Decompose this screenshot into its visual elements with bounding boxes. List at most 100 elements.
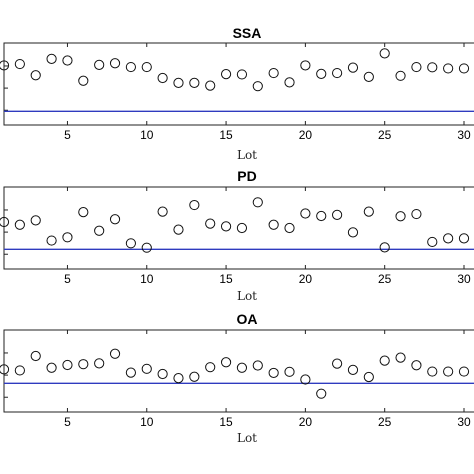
ssa-data-point bbox=[109, 58, 121, 69]
ssa-data-point bbox=[379, 48, 390, 59]
oa-data-point bbox=[252, 360, 263, 371]
oa-data-point bbox=[189, 371, 200, 382]
oa-xtick-label: 5 bbox=[64, 415, 71, 429]
ssa-data-point bbox=[347, 62, 359, 73]
panel-pd-title: PD bbox=[237, 168, 256, 184]
ssa-xtick-label: 30 bbox=[457, 128, 471, 142]
ssa-data-point bbox=[236, 69, 248, 80]
ssa-data-point bbox=[252, 81, 263, 92]
panel-ssa-title: SSA bbox=[233, 25, 262, 41]
pd-data-point bbox=[236, 222, 248, 234]
oa-data-point bbox=[173, 373, 184, 384]
pd-data-point bbox=[46, 235, 57, 246]
oa-data-point bbox=[14, 365, 25, 376]
pd-axes-box bbox=[3, 186, 474, 270]
pd-data-point bbox=[316, 210, 327, 222]
oa-data-point bbox=[125, 367, 136, 378]
oa-data-point bbox=[205, 362, 216, 373]
oa-data-point bbox=[268, 367, 279, 379]
oa-data-point bbox=[443, 366, 454, 377]
ssa-data-point bbox=[220, 69, 232, 80]
ssa-data-point bbox=[268, 67, 279, 79]
ssa-data-point bbox=[458, 63, 470, 74]
oa-xtick-label: 30 bbox=[457, 415, 471, 429]
ssa-xtick-label: 15 bbox=[219, 128, 233, 142]
ssa-data-point bbox=[0, 60, 10, 71]
panel-oa-plot: 5 10 15 20 25 30 bbox=[0, 329, 474, 429]
pd-data-point bbox=[173, 224, 184, 235]
ssa-data-point bbox=[46, 53, 57, 64]
pd-data-point bbox=[347, 227, 359, 238]
ssa-data-point bbox=[300, 60, 311, 71]
ssa-data-point bbox=[94, 59, 105, 70]
pd-data-point bbox=[157, 206, 168, 217]
oa-data-point bbox=[220, 357, 232, 368]
oa-data-point bbox=[157, 368, 168, 380]
oa-data-point bbox=[78, 359, 89, 370]
oa-data-point bbox=[316, 388, 327, 399]
oa-xtick-label: 15 bbox=[219, 415, 233, 429]
ssa-xtick-label: 25 bbox=[378, 128, 392, 142]
ssa-xtick-label: 10 bbox=[140, 128, 154, 142]
pd-data-point bbox=[443, 233, 454, 244]
oa-axes-box bbox=[3, 329, 474, 413]
panel-pd-plot: 5 10 15 20 25 30 bbox=[0, 186, 474, 286]
panel-ssa-xlabel: Lot bbox=[237, 148, 257, 162]
pd-xtick-label: 10 bbox=[140, 272, 154, 286]
ssa-data-point bbox=[78, 75, 89, 86]
oa-data-point bbox=[347, 364, 359, 376]
pd-data-point bbox=[363, 206, 374, 217]
pd-data-point bbox=[220, 221, 232, 232]
panel-oa-xlabel: Lot bbox=[237, 431, 257, 445]
pd-data-point bbox=[332, 209, 343, 220]
ssa-data-point bbox=[62, 55, 73, 66]
oa-data-point bbox=[284, 366, 295, 377]
panel-oa: OA 5 10 15 20 25 30 Lot bbox=[0, 311, 474, 445]
oa-xtick-label: 25 bbox=[378, 415, 392, 429]
panel-ssa: SSA 5 10 15 20 25 30 Lot bbox=[0, 25, 474, 162]
pd-data-point bbox=[30, 215, 41, 226]
oa-data-point bbox=[332, 358, 343, 369]
ssa-data-point bbox=[14, 58, 25, 70]
oa-data-point bbox=[236, 362, 248, 373]
oa-xtick-label: 20 bbox=[299, 415, 313, 429]
oa-data-point bbox=[395, 352, 406, 363]
oa-data-point bbox=[109, 348, 121, 359]
ssa-data-point bbox=[30, 70, 41, 81]
pd-data-point bbox=[284, 222, 295, 234]
ssa-data-point bbox=[316, 68, 327, 79]
ssa-data-point bbox=[125, 61, 136, 73]
ssa-axes-box bbox=[3, 42, 474, 126]
oa-data-point bbox=[62, 359, 73, 371]
oa-data-point bbox=[458, 366, 470, 377]
ssa-data-point bbox=[395, 70, 406, 81]
panel-pd: PD 5 10 15 20 25 30 Lot bbox=[0, 168, 474, 303]
pd-xtick-label: 5 bbox=[64, 272, 71, 286]
pd-data-point bbox=[78, 207, 89, 218]
ssa-data-point bbox=[363, 71, 374, 82]
oa-data-point bbox=[94, 358, 105, 369]
pd-data-point bbox=[300, 208, 311, 219]
pd-data-point bbox=[189, 199, 200, 211]
oa-data-point bbox=[30, 350, 41, 362]
pd-data-point bbox=[205, 218, 216, 229]
oa-data-point bbox=[379, 355, 390, 366]
ssa-data-point bbox=[332, 67, 343, 79]
ssa-data-point bbox=[173, 77, 184, 89]
panel-pd-xlabel: Lot bbox=[237, 289, 257, 303]
oa-xtick-label: 10 bbox=[140, 415, 154, 429]
pd-xtick-label: 20 bbox=[299, 272, 313, 286]
oa-data-point bbox=[46, 362, 57, 373]
pd-data-point bbox=[379, 242, 390, 253]
pd-data-point bbox=[0, 216, 10, 228]
oa-data-point bbox=[427, 366, 438, 377]
pd-data-point bbox=[94, 225, 105, 236]
pd-data-point bbox=[109, 214, 121, 225]
oa-data-point bbox=[411, 360, 422, 371]
pd-xtick-label: 25 bbox=[378, 272, 392, 286]
pd-data-point bbox=[427, 236, 438, 248]
pd-data-point bbox=[14, 219, 25, 230]
oa-data-point bbox=[141, 363, 152, 374]
pd-data-point bbox=[252, 197, 263, 208]
